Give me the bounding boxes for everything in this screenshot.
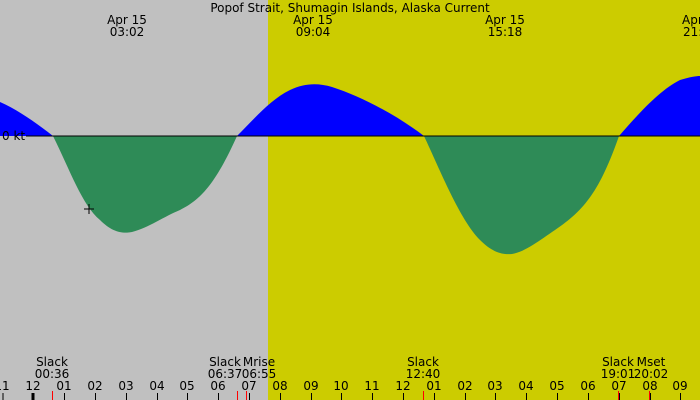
- event-time: 00:36: [35, 367, 70, 381]
- hour-tick-label: 07: [611, 379, 626, 393]
- peak-date: Apr 15: [293, 13, 333, 27]
- hour-tick-label: 05: [179, 379, 194, 393]
- hour-tick-label: 08: [642, 379, 657, 393]
- hour-tick-label: 02: [457, 379, 472, 393]
- event-time: 06:37: [208, 367, 243, 381]
- hour-tick-label: 04: [518, 379, 533, 393]
- hour-tick-label: 12: [25, 379, 40, 393]
- hour-tick-label: 03: [487, 379, 502, 393]
- event-label: Mset: [637, 355, 666, 369]
- event-label: Slack: [36, 355, 68, 369]
- crosshair-cursor-icon: [84, 204, 94, 214]
- hour-tick-label: 10: [333, 379, 348, 393]
- hour-tick-label: 07: [241, 379, 256, 393]
- hour-tick-label: 11: [0, 379, 10, 393]
- hour-tick-label: 12: [395, 379, 410, 393]
- flood-area: [619, 76, 700, 136]
- event-label: Slack: [209, 355, 241, 369]
- peak-time: 15:18: [488, 25, 523, 39]
- peak-time: 09:04: [296, 25, 331, 39]
- hour-tick-label: 06: [210, 379, 225, 393]
- ebb-area: [424, 136, 619, 255]
- zero-label: 0 kt: [2, 129, 25, 143]
- flood-area: [237, 84, 424, 136]
- hour-tick-label: 09: [303, 379, 318, 393]
- hour-tick-label: 03: [118, 379, 133, 393]
- hour-tick-label: 02: [87, 379, 102, 393]
- peak-date: Apr 15: [682, 13, 700, 27]
- hour-tick-marks: [2, 393, 681, 400]
- x-axis: 11 12 01 02 03 04 05 06 07 08 09 10 11 1…: [0, 379, 688, 393]
- event-time: 06:55: [242, 367, 277, 381]
- event-label: Slack: [407, 355, 439, 369]
- peak-time: 03:02: [110, 25, 145, 39]
- hour-tick-label: 01: [56, 379, 71, 393]
- event-label: Mrise: [243, 355, 275, 369]
- event-time: 20:02: [634, 367, 669, 381]
- hour-tick-label: 06: [580, 379, 595, 393]
- peak-date: Apr 15: [485, 13, 525, 27]
- event-time: 19:01: [601, 367, 636, 381]
- hour-tick-label: 05: [549, 379, 564, 393]
- event-tick-marks: [52, 391, 650, 400]
- hour-tick-label: 04: [149, 379, 164, 393]
- peak-date: Apr 15: [107, 13, 147, 27]
- ebb-area: [53, 136, 237, 233]
- chart-title: Popof Strait, Shumagin Islands, Alaska C…: [210, 1, 490, 15]
- event-time: 12:40: [406, 367, 441, 381]
- peak-time: 21:: [683, 25, 700, 39]
- hour-tick-label: 11: [364, 379, 379, 393]
- hour-tick-label: 09: [672, 379, 687, 393]
- hour-tick-label: 01: [426, 379, 441, 393]
- event-label: Slack: [602, 355, 634, 369]
- flood-area: [0, 102, 53, 136]
- hour-tick-label: 08: [272, 379, 287, 393]
